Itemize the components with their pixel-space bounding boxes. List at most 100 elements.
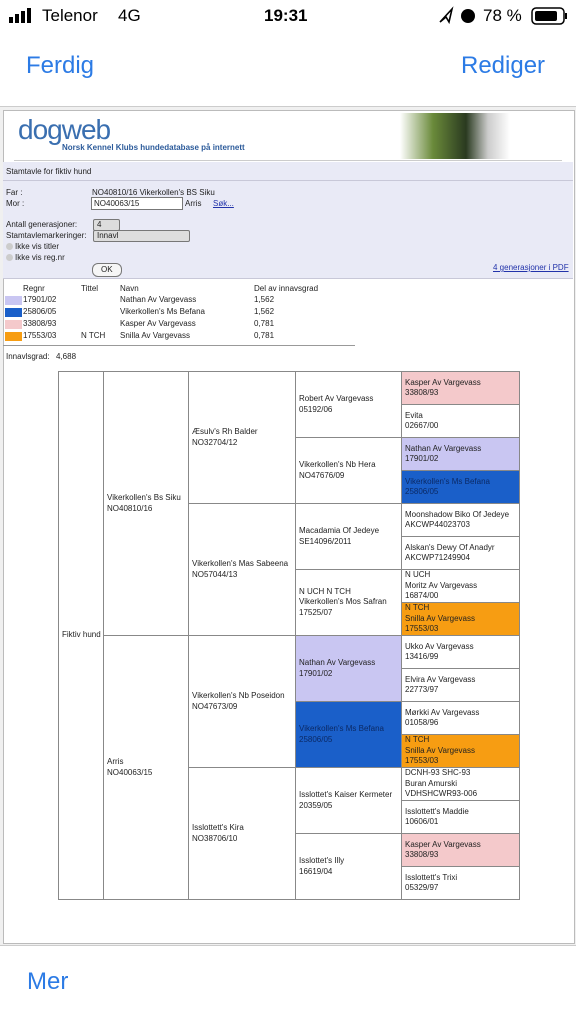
pedigree-cell[interactable]: Elvira Av Vargevass 22773/97 bbox=[401, 668, 520, 702]
pedigree-cell[interactable]: Vikerkollen's Ms Befana 25806/05 bbox=[295, 701, 402, 768]
dog-text: Vikerkollen's Nb Hera bbox=[299, 460, 376, 469]
dog-text: NO40810/16 bbox=[107, 503, 153, 513]
text-input[interactable] bbox=[91, 197, 183, 210]
ok-button[interactable] bbox=[92, 263, 122, 277]
pedigree-cell[interactable]: Robert Av Vargevass 05192/06 bbox=[295, 371, 402, 438]
legend-regnr: 17901/02 bbox=[23, 295, 57, 304]
dog-text: N UCH bbox=[405, 570, 431, 580]
generations-label: Antall generasjoner: bbox=[6, 220, 78, 229]
dog-text: Alskan's Dewy Of Anadyr bbox=[405, 542, 495, 552]
pedigree-cell[interactable]: Vikerkollen's Nb Poseidon NO47673/09 bbox=[188, 635, 296, 768]
pedigree-cell[interactable]: Vikerkollen's Nb Hera NO47676/09 bbox=[295, 437, 402, 504]
dog-text: 05192/06 bbox=[299, 404, 333, 414]
checkbox-label: Ikke vis reg.nr bbox=[15, 253, 65, 262]
pedigree-cell[interactable]: Evita 02667/00 bbox=[401, 404, 520, 438]
dog-text: Nathan Av Vargevass bbox=[405, 443, 482, 453]
dog-text: Kasper Av Vargevass bbox=[405, 377, 481, 387]
pedigree-cell[interactable]: Isslottet's Kaiser Kermeter 20359/05 bbox=[295, 767, 402, 834]
legend-regnr: 25806/05 bbox=[23, 307, 57, 316]
checkbox[interactable] bbox=[6, 254, 13, 261]
dog-text: Moonshadow Biko Of Jedeye bbox=[405, 509, 510, 519]
pedigree-cell[interactable]: DCNH-93 SHC-93 Buran Amurski VDHSHCWR93-00… bbox=[401, 767, 520, 801]
done-button[interactable]: Ferdig bbox=[26, 52, 95, 79]
pedigree-cell[interactable]: N UCH N TCH Vikerkollen's Mos Safran 17525… bbox=[295, 569, 402, 636]
dog-text: Macadamia Of Jedeye bbox=[299, 526, 380, 535]
legend-name: Nathan Av Vargevass bbox=[120, 295, 197, 304]
pedigree-cell[interactable]: Fiktiv hund bbox=[58, 371, 104, 900]
dog-text: 05329/97 bbox=[405, 883, 439, 892]
pedigree-cell[interactable]: Macadamia Of Jedeye SE14096/2011 bbox=[295, 503, 402, 570]
dog-text: N TCH bbox=[405, 735, 430, 745]
pedigree-cell[interactable]: N TCH Snilla Av Vargevass 17553/03 bbox=[401, 602, 520, 636]
dog-text: Snilla Av Vargevass bbox=[405, 613, 475, 623]
dog-text: VDHSHCWR93-006 bbox=[405, 789, 478, 799]
legend-share: 0,781 bbox=[254, 319, 275, 328]
pedigree-cell[interactable]: Vikerkollen's Mas Sabeena NO57044/13 bbox=[188, 503, 296, 636]
dog-text: 02667/00 bbox=[405, 421, 439, 430]
pedigree-cell[interactable]: Moonshadow Biko Of Jedeye AKCWP44023703 bbox=[401, 503, 520, 537]
checkbox[interactable] bbox=[6, 243, 13, 250]
dog-text: Nathan Av Vargevass bbox=[299, 658, 376, 667]
edit-button[interactable]: Rediger bbox=[461, 52, 546, 79]
pedigree-cell[interactable]: Nathan Av Vargevass 17901/02 bbox=[401, 437, 520, 471]
dog-text: 33808/93 bbox=[405, 388, 439, 397]
dog-text: NO32704/12 bbox=[192, 437, 238, 447]
time: 19:31 bbox=[264, 6, 308, 25]
dog-text: Vikerkollen's Nb Poseidon bbox=[192, 691, 285, 700]
legend-share: 0,781 bbox=[254, 331, 275, 340]
dog-text: 10606/01 bbox=[405, 817, 439, 826]
dog-text: 25806/05 bbox=[405, 487, 439, 496]
select[interactable] bbox=[93, 230, 190, 242]
pedigree-cell[interactable]: Æsulv's Rh Balder NO32704/12 bbox=[188, 371, 296, 504]
carrier: Telenor bbox=[42, 6, 98, 25]
pedigree-cell[interactable]: Arris NO40063/15 bbox=[103, 635, 189, 900]
dog-text: Vikerkollen's Mas Sabeena bbox=[192, 559, 289, 568]
mor-label: Mor : bbox=[6, 199, 25, 208]
logo: dogweb bbox=[18, 114, 111, 145]
pedigree-cell[interactable]: N UCH Moritz Av Vargevass 16874/00 bbox=[401, 569, 520, 603]
pdf-link[interactable]: 4 generasjoner i PDF bbox=[493, 263, 569, 272]
pedigree-cell[interactable]: Nathan Av Vargevass 17901/02 bbox=[295, 635, 402, 702]
dog-text: NO40063/15 bbox=[107, 767, 153, 777]
dog-text: Snilla Av Vargevass bbox=[405, 745, 475, 755]
pedigree-cell[interactable]: N TCH Snilla Av Vargevass 17553/03 bbox=[401, 734, 520, 768]
pedigree-cell[interactable]: Isslottet's Illy 16619/04 bbox=[295, 833, 402, 900]
dog-text: Isslottett's Trixi bbox=[405, 872, 458, 882]
dog-text: 16874/00 bbox=[405, 591, 439, 601]
dog-text: 17553/03 bbox=[405, 756, 439, 766]
dog-text: N TCH bbox=[405, 603, 430, 613]
pedigree-cell[interactable]: Isslottett's Kira NO38706/10 bbox=[188, 767, 296, 900]
pedigree-cell[interactable]: Ukko Av Vargevass 13416/99 bbox=[401, 635, 520, 669]
pedigree-cell[interactable]: Mørkki Av Vargevass 01058/96 bbox=[401, 701, 520, 735]
search-link[interactable]: Søk... bbox=[213, 199, 234, 208]
pedigree-cell[interactable]: Isslottett's Maddie 10606/01 bbox=[401, 800, 520, 834]
dog-text: AKCWP71249904 bbox=[405, 553, 470, 562]
legend-title: N TCH bbox=[81, 331, 106, 340]
dog-text: Isslottett's Maddie bbox=[405, 806, 469, 816]
dog-text: 17553/03 bbox=[405, 624, 439, 634]
dog-text: 17901/02 bbox=[405, 454, 439, 463]
dog-text: Isslottet's Kaiser Kermeter bbox=[299, 790, 393, 799]
pedigree-cell[interactable]: Vikerkollen's Ms Befana 25806/05 bbox=[401, 470, 520, 504]
form-title: Stamtavle for fiktiv hund bbox=[6, 167, 92, 176]
dog-text: Vikerkollen's Ms Befana bbox=[299, 724, 384, 733]
pedigree-cell[interactable]: Vikerkollen's Bs Siku NO40810/16 bbox=[103, 371, 189, 636]
pedigree-cell[interactable]: Kasper Av Vargevass 33808/93 bbox=[401, 833, 520, 867]
dog-text: Mørkki Av Vargevass bbox=[405, 707, 480, 717]
more-button[interactable]: Mer bbox=[27, 968, 69, 995]
dog-text: Ukko Av Vargevass bbox=[405, 641, 474, 651]
legend-share: 1,562 bbox=[254, 307, 275, 316]
dog-text: 16619/04 bbox=[299, 866, 333, 876]
legend-name: Vikerkollen's Ms Befana bbox=[120, 307, 205, 316]
header-subtitle: Norsk Kennel Klubs hundedatabase på inte… bbox=[62, 143, 245, 152]
pedigree-cell[interactable]: Isslottett's Trixi 05329/97 bbox=[401, 866, 520, 900]
legend-name: Kasper Av Vargevass bbox=[120, 319, 196, 328]
pedigree-cell[interactable]: Alskan's Dewy Of Anadyr AKCWP71249904 bbox=[401, 536, 520, 570]
dog-text: Evita bbox=[405, 410, 423, 420]
far-value: NO40810/16 Vikerkollen's BS Siku bbox=[92, 188, 215, 197]
dog-text: NO47676/09 bbox=[299, 470, 345, 480]
dog-text: 17525/07 bbox=[299, 607, 333, 617]
pedigree-cell[interactable]: Kasper Av Vargevass 33808/93 bbox=[401, 371, 520, 405]
dog-text: Elvira Av Vargevass bbox=[405, 674, 476, 684]
dog-text: Arris bbox=[107, 757, 124, 766]
